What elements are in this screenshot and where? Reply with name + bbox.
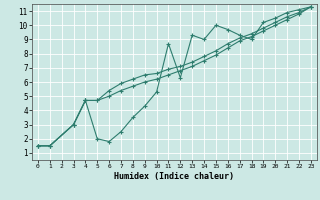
- X-axis label: Humidex (Indice chaleur): Humidex (Indice chaleur): [115, 172, 234, 181]
